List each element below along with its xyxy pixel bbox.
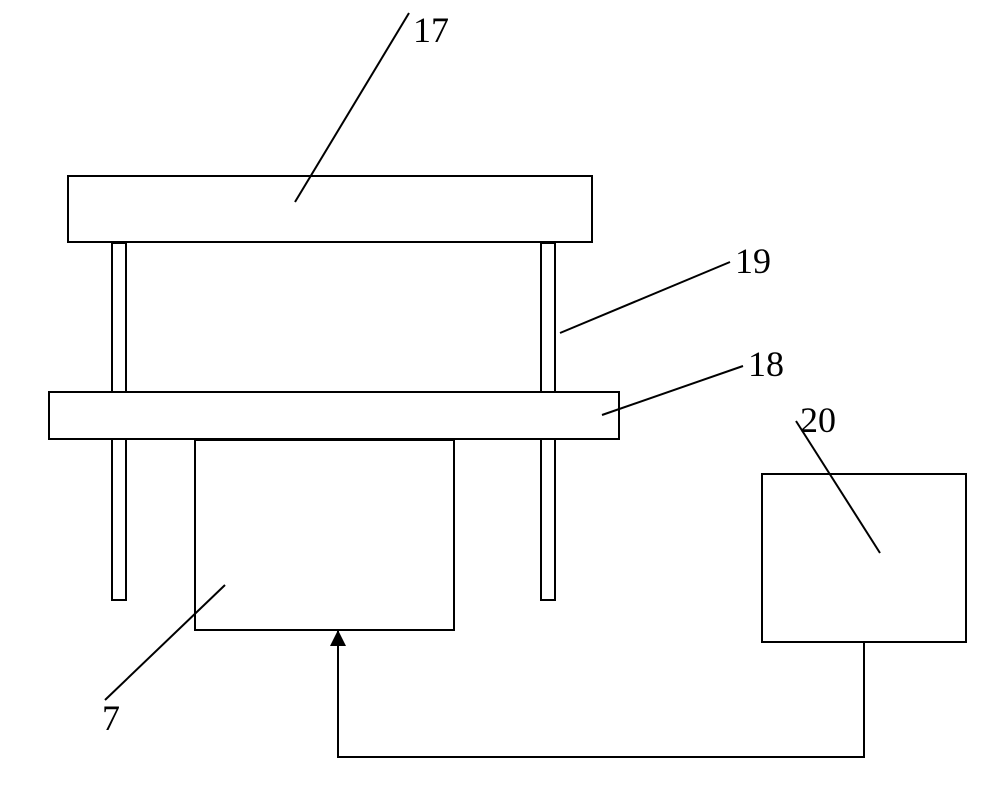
diagram-canvas: 17 19 18 7 20 — [0, 0, 1000, 810]
center-block — [195, 440, 454, 630]
leader-18 — [602, 366, 743, 415]
label-19: 19 — [735, 241, 771, 281]
leader-17 — [295, 13, 409, 202]
leader-19 — [560, 262, 730, 333]
label-20: 20 — [800, 400, 836, 440]
arrowhead-icon — [330, 630, 346, 646]
controller-box — [762, 474, 966, 642]
top-plate — [68, 176, 592, 242]
label-18: 18 — [748, 344, 784, 384]
leader-7 — [105, 585, 225, 700]
connector-line — [338, 630, 864, 757]
bottom-plate — [49, 392, 619, 439]
label-7: 7 — [102, 698, 120, 738]
label-17: 17 — [413, 10, 449, 50]
